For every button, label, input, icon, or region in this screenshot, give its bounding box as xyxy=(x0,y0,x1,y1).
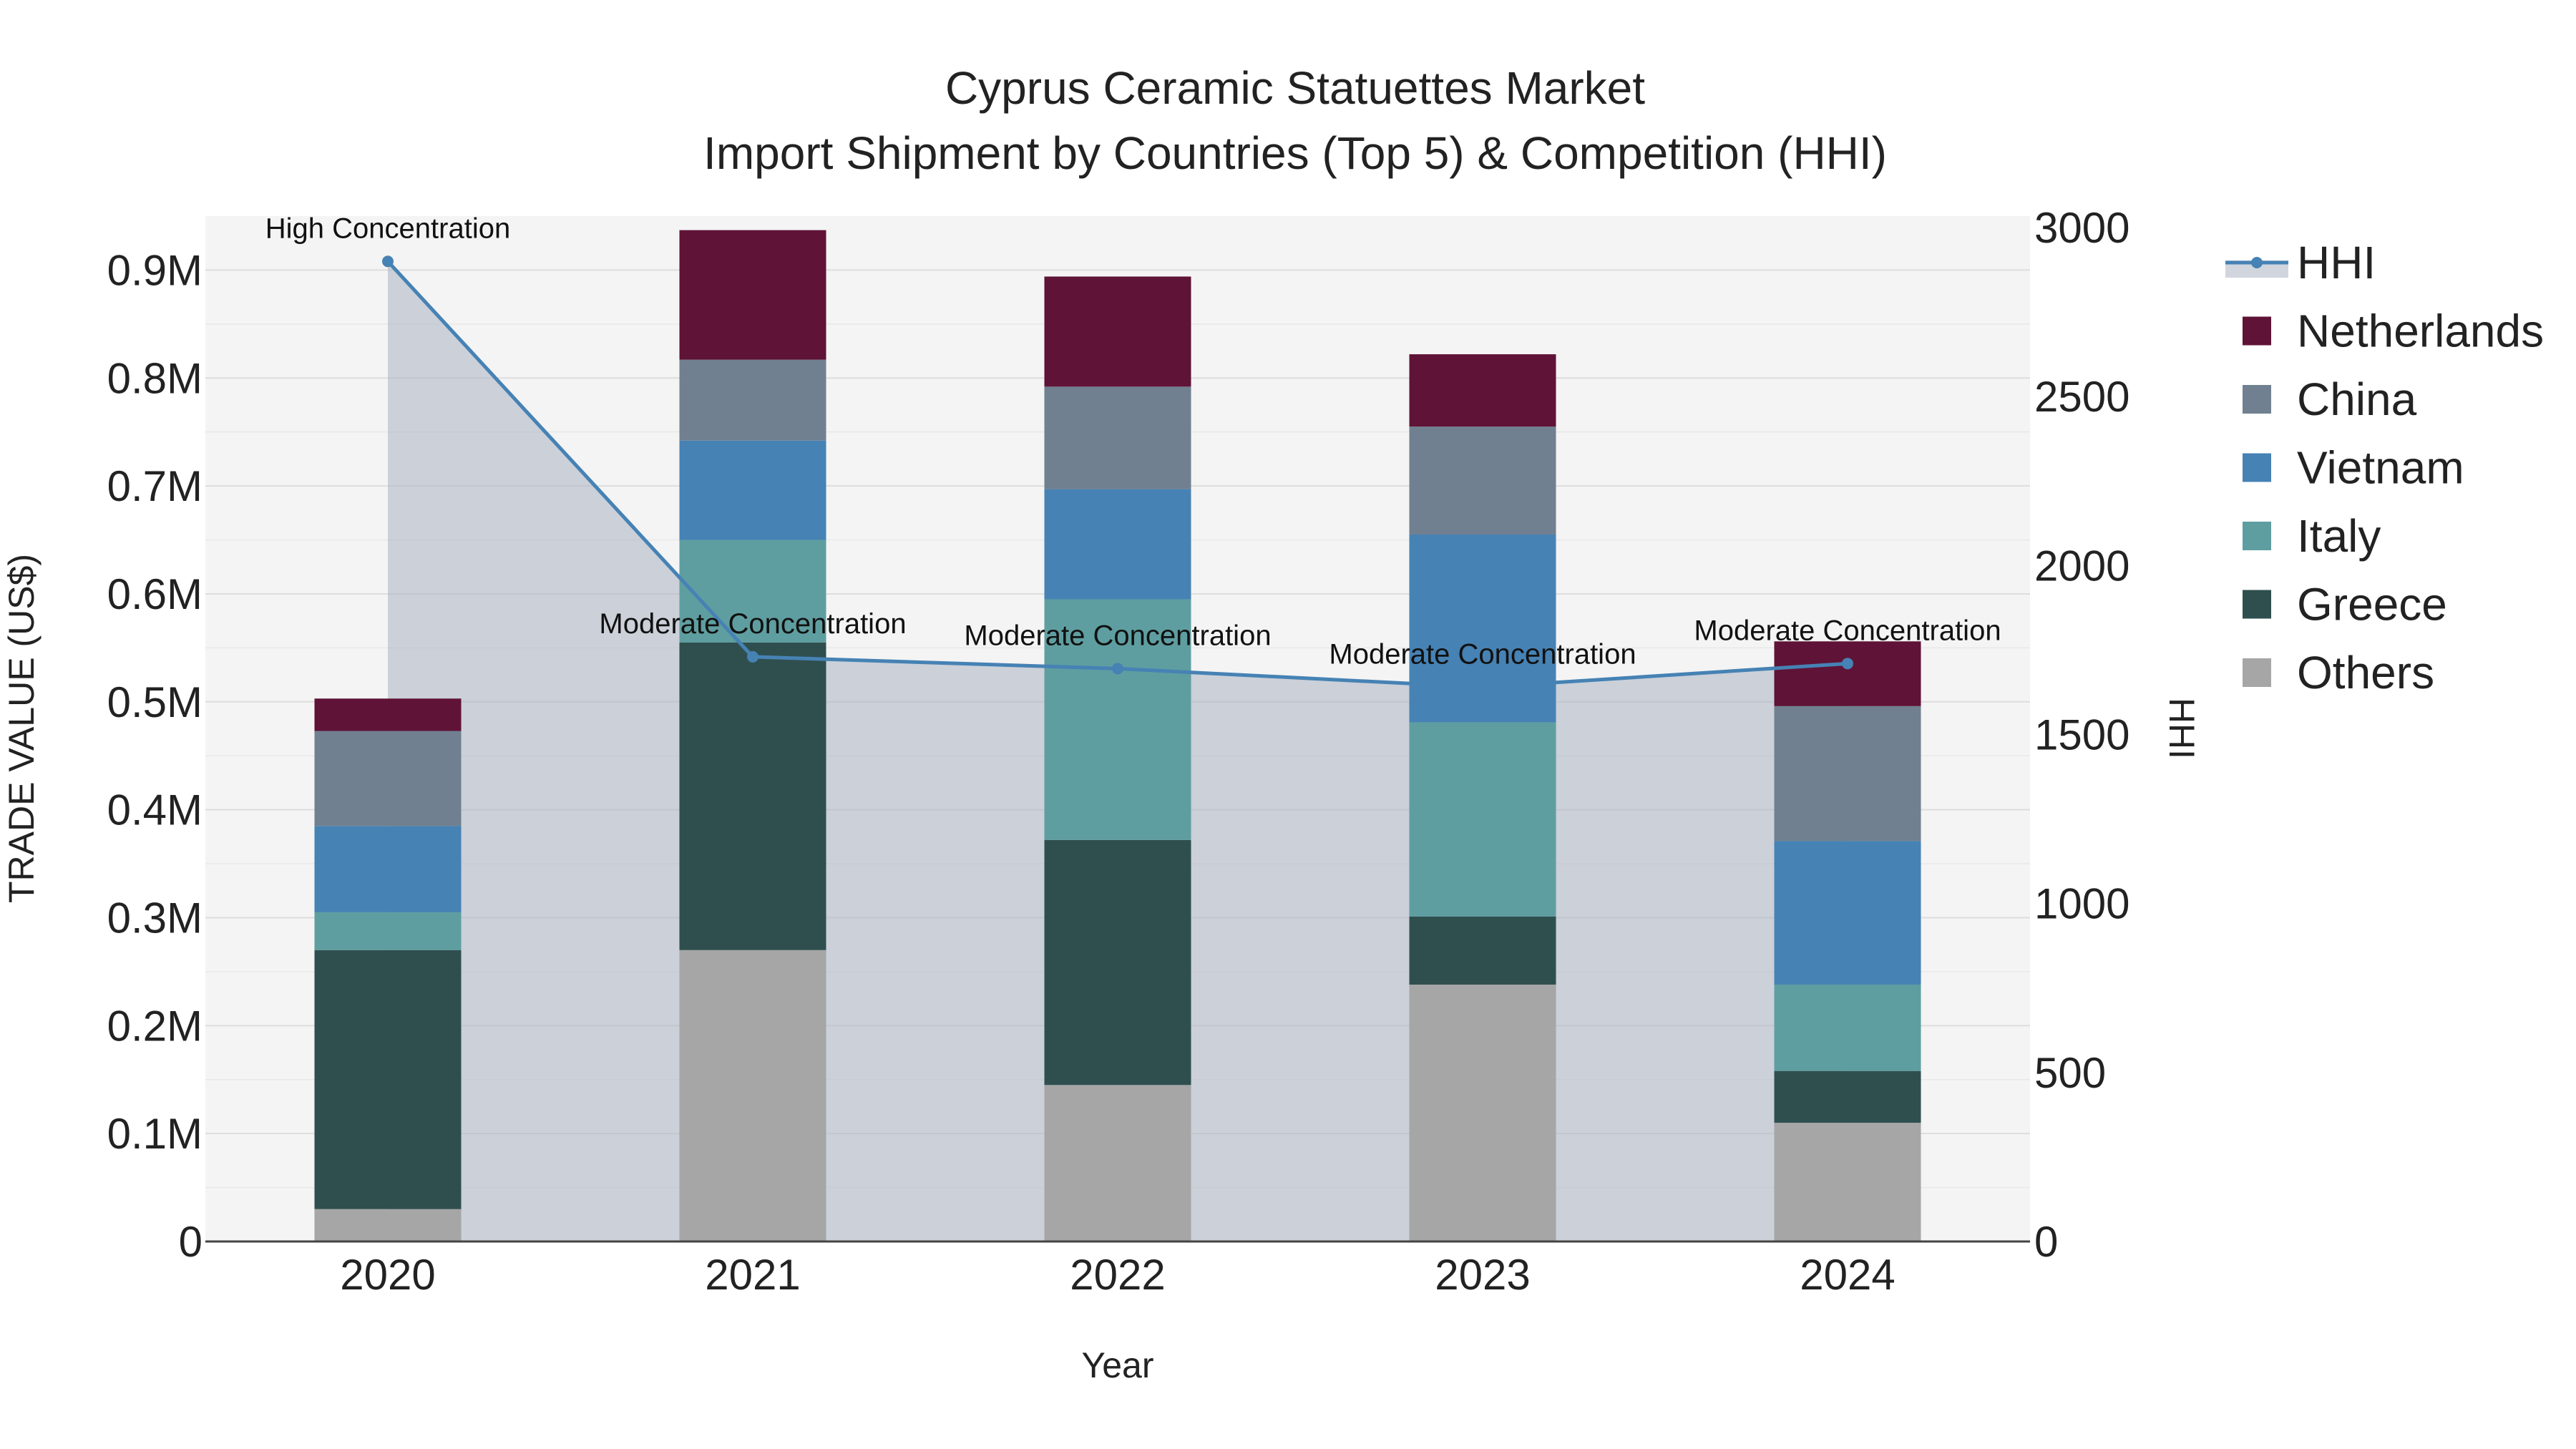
chart-title: Cyprus Ceramic Statuettes Market xyxy=(945,62,1645,114)
y-tick-label: 0.8M xyxy=(107,354,203,402)
hhi-annotation-2022: Moderate Concentration xyxy=(964,620,1271,651)
bar-italy-2021 xyxy=(679,540,826,643)
x-tick-label-2023: 2023 xyxy=(1435,1251,1530,1299)
y2-tick-label: 1500 xyxy=(2034,711,2129,759)
y-tick-label: 0.5M xyxy=(107,678,203,726)
y-tick-label: 0.3M xyxy=(107,894,203,942)
bar-italy-2023 xyxy=(1409,722,1556,917)
hhi-annotation-2024: Moderate Concentration xyxy=(1694,615,2001,646)
legend-label-others: Others xyxy=(2297,647,2434,698)
bars xyxy=(314,230,1921,1241)
bar-italy-2022 xyxy=(1044,599,1191,840)
hhi-point-2021 xyxy=(747,650,758,663)
y-tick-label: 0 xyxy=(179,1218,203,1266)
legend-swatch-hhi-marker xyxy=(2251,257,2263,268)
legend-swatch-vietnam xyxy=(2243,453,2271,482)
bar-vietnam-2021 xyxy=(679,440,826,540)
bar-others-2022 xyxy=(1044,1085,1191,1241)
x-tick-label-2020: 2020 xyxy=(340,1251,435,1299)
bar-netherlands-2024 xyxy=(1774,641,1921,706)
bar-netherlands-2021 xyxy=(679,230,826,360)
legend-item-netherlands[interactable]: Netherlands xyxy=(2243,306,2544,357)
y-tick-label: 0.1M xyxy=(107,1110,203,1158)
bar-greece-2024 xyxy=(1774,1070,1921,1123)
bar-italy-2024 xyxy=(1774,984,1921,1071)
y2-tick-label: 0 xyxy=(2034,1218,2058,1266)
hhi-annotation-2023: Moderate Concentration xyxy=(1329,638,1636,670)
bar-italy-2020 xyxy=(314,912,462,950)
legend-swatch-italy xyxy=(2243,522,2271,550)
bar-greece-2020 xyxy=(314,950,462,1209)
y-axis-title: TRADE VALUE (US$) xyxy=(1,554,42,903)
legend-item-hhi[interactable]: HHI xyxy=(2225,237,2376,288)
x-axis-ticks: 2020 2021 2022 2023 2024 xyxy=(340,1251,1895,1299)
y2-tick-label: 500 xyxy=(2034,1049,2106,1097)
bar-netherlands-2023 xyxy=(1409,354,1556,427)
hhi-point-2024 xyxy=(1842,658,1853,670)
bar-vietnam-2024 xyxy=(1774,841,1921,985)
legend-label-greece: Greece xyxy=(2297,579,2447,630)
bar-others-2023 xyxy=(1409,984,1556,1241)
y-axis-ticks: 0 0.1M 0.2M 0.3M 0.4M 0.5M 0.6M 0.7M 0.8M 0.9M xyxy=(107,246,203,1266)
bar-greece-2023 xyxy=(1409,916,1556,985)
legend-label-china: China xyxy=(2297,374,2417,425)
y2-tick-label: 2500 xyxy=(2034,373,2129,421)
legend-label-netherlands: Netherlands xyxy=(2297,306,2544,357)
x-tick-label-2022: 2022 xyxy=(1070,1251,1165,1299)
hhi-layer: High Concentration Moderate Concentration… xyxy=(265,213,2001,693)
y2-tick-label: 3000 xyxy=(2034,204,2129,252)
legend-item-greece[interactable]: Greece xyxy=(2243,579,2447,630)
y-tick-label: 0.7M xyxy=(107,462,203,510)
bar-greece-2021 xyxy=(679,642,826,950)
legend-swatch-others xyxy=(2243,658,2271,687)
legend-label-hhi: HHI xyxy=(2297,237,2376,288)
y2-tick-label: 2000 xyxy=(2034,542,2129,590)
legend-item-china[interactable]: China xyxy=(2243,374,2417,425)
bar-others-2020 xyxy=(314,1209,462,1241)
bar-china-2020 xyxy=(314,731,462,826)
bar-greece-2022 xyxy=(1044,839,1191,1085)
hhi-annotation-2020: High Concentration xyxy=(265,213,510,244)
bar-others-2021 xyxy=(679,950,826,1241)
bar-china-2022 xyxy=(1044,386,1191,489)
bar-others-2024 xyxy=(1774,1123,1921,1241)
hhi-point-2020 xyxy=(382,255,394,268)
legend-item-others[interactable]: Others xyxy=(2243,647,2434,698)
legend: HHI Netherlands China Vietnam Italy Greece Oth… xyxy=(2225,237,2544,698)
y2-axis-ticks: 0 500 1000 1500 2000 2500 3000 xyxy=(2034,204,2129,1266)
hhi-annotation-2021: Moderate Concentration xyxy=(599,608,906,640)
legend-label-vietnam: Vietnam xyxy=(2297,442,2464,494)
legend-label-italy: Italy xyxy=(2297,510,2381,562)
y2-axis-title: HHI xyxy=(2162,698,2202,759)
y-tick-label: 0.6M xyxy=(107,570,203,618)
bar-netherlands-2020 xyxy=(314,698,462,731)
x-tick-label-2024: 2024 xyxy=(1800,1251,1895,1299)
y-tick-label: 0.2M xyxy=(107,1002,203,1050)
x-axis-title: Year xyxy=(1081,1345,1153,1385)
bar-vietnam-2022 xyxy=(1044,489,1191,600)
y2-tick-label: 1000 xyxy=(2034,880,2129,928)
legend-swatch-netherlands xyxy=(2243,316,2271,346)
legend-swatch-china xyxy=(2243,385,2271,414)
legend-item-italy[interactable]: Italy xyxy=(2243,510,2381,562)
y-tick-label: 0.4M xyxy=(107,786,203,834)
legend-item-vietnam[interactable]: Vietnam xyxy=(2243,442,2464,494)
bar-china-2023 xyxy=(1409,426,1556,535)
bar-china-2024 xyxy=(1774,706,1921,841)
bar-netherlands-2022 xyxy=(1044,276,1191,387)
bar-vietnam-2023 xyxy=(1409,534,1556,723)
bar-china-2021 xyxy=(679,359,826,441)
bar-vietnam-2020 xyxy=(314,826,462,912)
hhi-point-2022 xyxy=(1112,663,1123,675)
chart-subtitle: Import Shipment by Countries (Top 5) & C… xyxy=(703,127,1887,179)
y-tick-label: 0.9M xyxy=(107,246,203,294)
x-tick-label-2021: 2021 xyxy=(705,1251,800,1299)
legend-swatch-greece xyxy=(2243,590,2271,619)
hhi-point-2023 xyxy=(1477,681,1488,693)
